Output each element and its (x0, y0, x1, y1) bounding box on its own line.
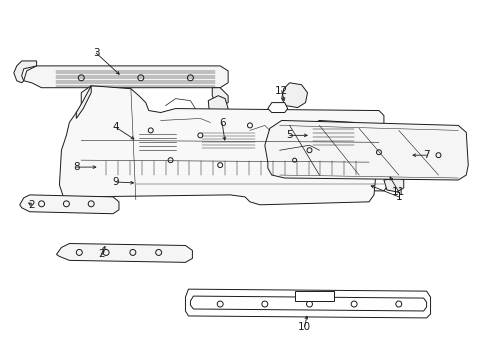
Polygon shape (168, 155, 180, 162)
Polygon shape (208, 96, 228, 122)
Polygon shape (76, 86, 91, 118)
Polygon shape (281, 83, 307, 108)
Polygon shape (14, 61, 37, 83)
Polygon shape (185, 289, 429, 318)
Text: 8: 8 (73, 162, 80, 172)
Polygon shape (20, 195, 119, 214)
Text: 6: 6 (219, 118, 225, 129)
Polygon shape (133, 176, 386, 191)
Polygon shape (96, 160, 376, 176)
Polygon shape (383, 178, 403, 192)
Polygon shape (60, 86, 383, 205)
Text: 4: 4 (112, 122, 119, 132)
Text: 10: 10 (297, 322, 310, 332)
Text: 11: 11 (391, 187, 405, 197)
Polygon shape (376, 145, 408, 180)
Text: 9: 9 (112, 177, 119, 187)
Polygon shape (190, 296, 426, 311)
Text: 1: 1 (395, 192, 401, 202)
Polygon shape (212, 88, 228, 105)
Polygon shape (24, 66, 228, 88)
Text: 7: 7 (423, 150, 429, 160)
Text: 2: 2 (98, 249, 104, 260)
Polygon shape (307, 121, 356, 150)
Text: 2: 2 (28, 200, 35, 210)
Text: 12: 12 (275, 86, 288, 96)
Polygon shape (131, 129, 178, 155)
Text: 3: 3 (93, 48, 99, 58)
Polygon shape (196, 122, 257, 155)
Polygon shape (264, 121, 468, 180)
Polygon shape (267, 103, 287, 113)
Polygon shape (56, 243, 192, 262)
Bar (294, 291, 334, 301)
Text: 5: 5 (286, 130, 292, 140)
